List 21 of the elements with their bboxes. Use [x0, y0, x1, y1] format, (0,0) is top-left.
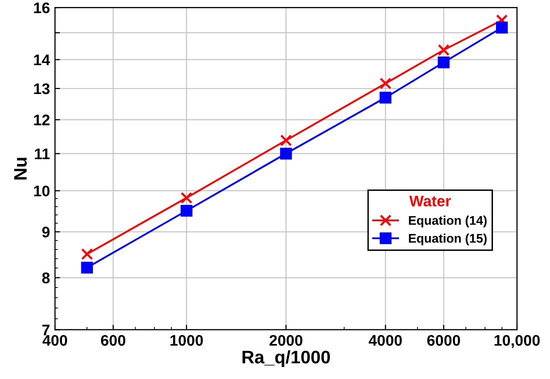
y-tick-label: 7 — [42, 324, 50, 336]
legend-title: Water — [409, 196, 451, 206]
x-tick-label: 2000 — [270, 334, 302, 346]
x-tick-label: 6000 — [427, 334, 460, 346]
legend-label: Equation (15) — [408, 234, 487, 246]
x-tick-label: 4000 — [368, 334, 402, 346]
x-tick-label: 10,000 — [494, 334, 540, 348]
y-tick-label: 11 — [34, 148, 50, 160]
x-tick-label: 1000 — [170, 334, 203, 346]
legend-label: Equation (14) — [408, 216, 487, 228]
x-tick-label: 600 — [101, 334, 126, 346]
y-tick-label: 14 — [34, 54, 50, 66]
y-tick-label: 9 — [42, 226, 50, 238]
y-tick-label: 10 — [34, 186, 50, 196]
y-tick-label: 13 — [34, 83, 50, 94]
y-axis-title: Nu — [14, 158, 27, 180]
x-tick-label: 400 — [42, 334, 68, 346]
x-axis-title: Ra_q/1000 — [242, 350, 330, 368]
y-tick-label: 8 — [42, 272, 50, 284]
y-tick-label: 16 — [34, 2, 50, 14]
y-tick-label: 12 — [34, 114, 50, 126]
